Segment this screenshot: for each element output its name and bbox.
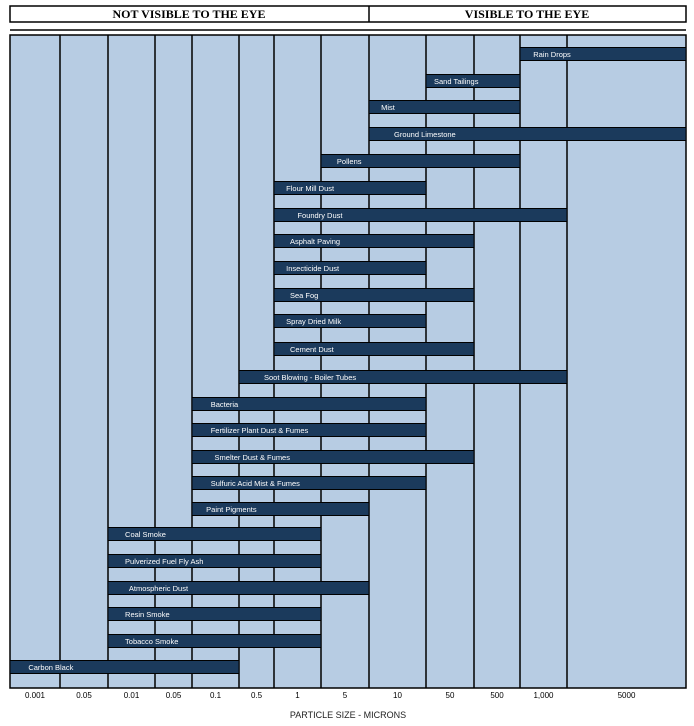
bar-label: Atmospheric Dust xyxy=(129,584,189,593)
range-bar xyxy=(273,261,427,275)
bar-label: Spray Dried Milk xyxy=(286,317,341,326)
header-band xyxy=(9,5,687,23)
range-bar xyxy=(368,127,687,141)
range-bar xyxy=(273,342,475,356)
bar-label: Bacteria xyxy=(211,400,239,409)
bar-label: Paint Pigments xyxy=(206,505,257,514)
x-tick-label: 5 xyxy=(343,691,348,700)
range-bar xyxy=(107,527,322,541)
range-bar xyxy=(320,154,521,168)
x-tick-label: 1,000 xyxy=(533,691,554,700)
range-bar xyxy=(273,181,427,195)
bar-label: Rain Drops xyxy=(533,50,571,59)
bar-label: Mist xyxy=(381,103,396,112)
range-bar xyxy=(191,476,427,490)
range-bar xyxy=(107,581,370,595)
x-tick-label: 10 xyxy=(393,691,402,700)
header-visible: VISIBLE TO THE EYE xyxy=(465,7,589,21)
range-bar xyxy=(107,554,322,568)
tick-labels-layer: 0.001 0.05 0.01 0.05 0.1 0.5 1 5 10 50 500 1,000 500… xyxy=(25,691,636,700)
x-tick-label: 0.1 xyxy=(210,691,222,700)
bar-label: Insecticide Dust xyxy=(286,264,340,273)
range-bar xyxy=(519,47,687,61)
header-not-visible: NOT VISIBLE TO THE EYE xyxy=(113,7,266,21)
bar-label: Sulfuric Acid Mist & Fumes xyxy=(211,479,300,488)
range-bar xyxy=(9,660,240,674)
bar-label: Resin Smoke xyxy=(125,610,170,619)
bar-label: Flour Mill Dust xyxy=(286,184,335,193)
bar-label: Fertilizer Plant Dust & Fumes xyxy=(211,426,309,435)
range-bar xyxy=(191,502,370,516)
x-tick-label: 0.5 xyxy=(251,691,263,700)
range-bar xyxy=(191,397,427,411)
bar-label: Sand Tailings xyxy=(434,77,479,86)
range-bar xyxy=(191,423,427,437)
x-tick-label: 5000 xyxy=(618,691,636,700)
x-tick-label: 1 xyxy=(295,691,300,700)
range-bar xyxy=(107,607,322,621)
range-bar xyxy=(273,208,568,222)
bar-label: Tobacco Smoke xyxy=(125,637,178,646)
bar-label: Soot Blowing - Boiler Tubes xyxy=(264,373,356,382)
plot-area xyxy=(9,34,687,689)
range-bar xyxy=(273,288,475,302)
x-tick-label: 0.001 xyxy=(25,691,46,700)
range-bar xyxy=(107,634,322,648)
range-bar xyxy=(238,370,568,384)
x-tick-label: 0.05 xyxy=(166,691,182,700)
x-tick-label: 0.01 xyxy=(124,691,140,700)
x-tick-label: 500 xyxy=(490,691,504,700)
bar-label: Pulverized Fuel Fly Ash xyxy=(125,557,203,566)
bar-label: Smelter Dust & Fumes xyxy=(215,453,291,462)
bar-label: Ground Limestone xyxy=(394,130,456,139)
bar-label: Pollens xyxy=(337,157,362,166)
bars-layer: Rain Drops Sand Tailings Mist Ground Limest… xyxy=(9,35,687,688)
x-axis-title: PARTICLE SIZE - MICRONS xyxy=(290,710,406,720)
range-bar xyxy=(273,314,427,328)
bar-label: Foundry Dust xyxy=(297,211,343,220)
bar-label: Cement Dust xyxy=(290,345,335,354)
bar-label: Coal Smoke xyxy=(125,530,166,539)
range-bar xyxy=(425,74,521,88)
range-bar xyxy=(368,100,521,114)
range-bar xyxy=(273,234,475,248)
x-tick-label: 50 xyxy=(446,691,455,700)
bar-label: Sea Fog xyxy=(290,291,318,300)
bar-label: Carbon Black xyxy=(28,663,73,672)
bar-label: Asphalt Paving xyxy=(290,237,340,246)
x-tick-label: 0.05 xyxy=(76,691,92,700)
range-bar xyxy=(191,450,475,464)
